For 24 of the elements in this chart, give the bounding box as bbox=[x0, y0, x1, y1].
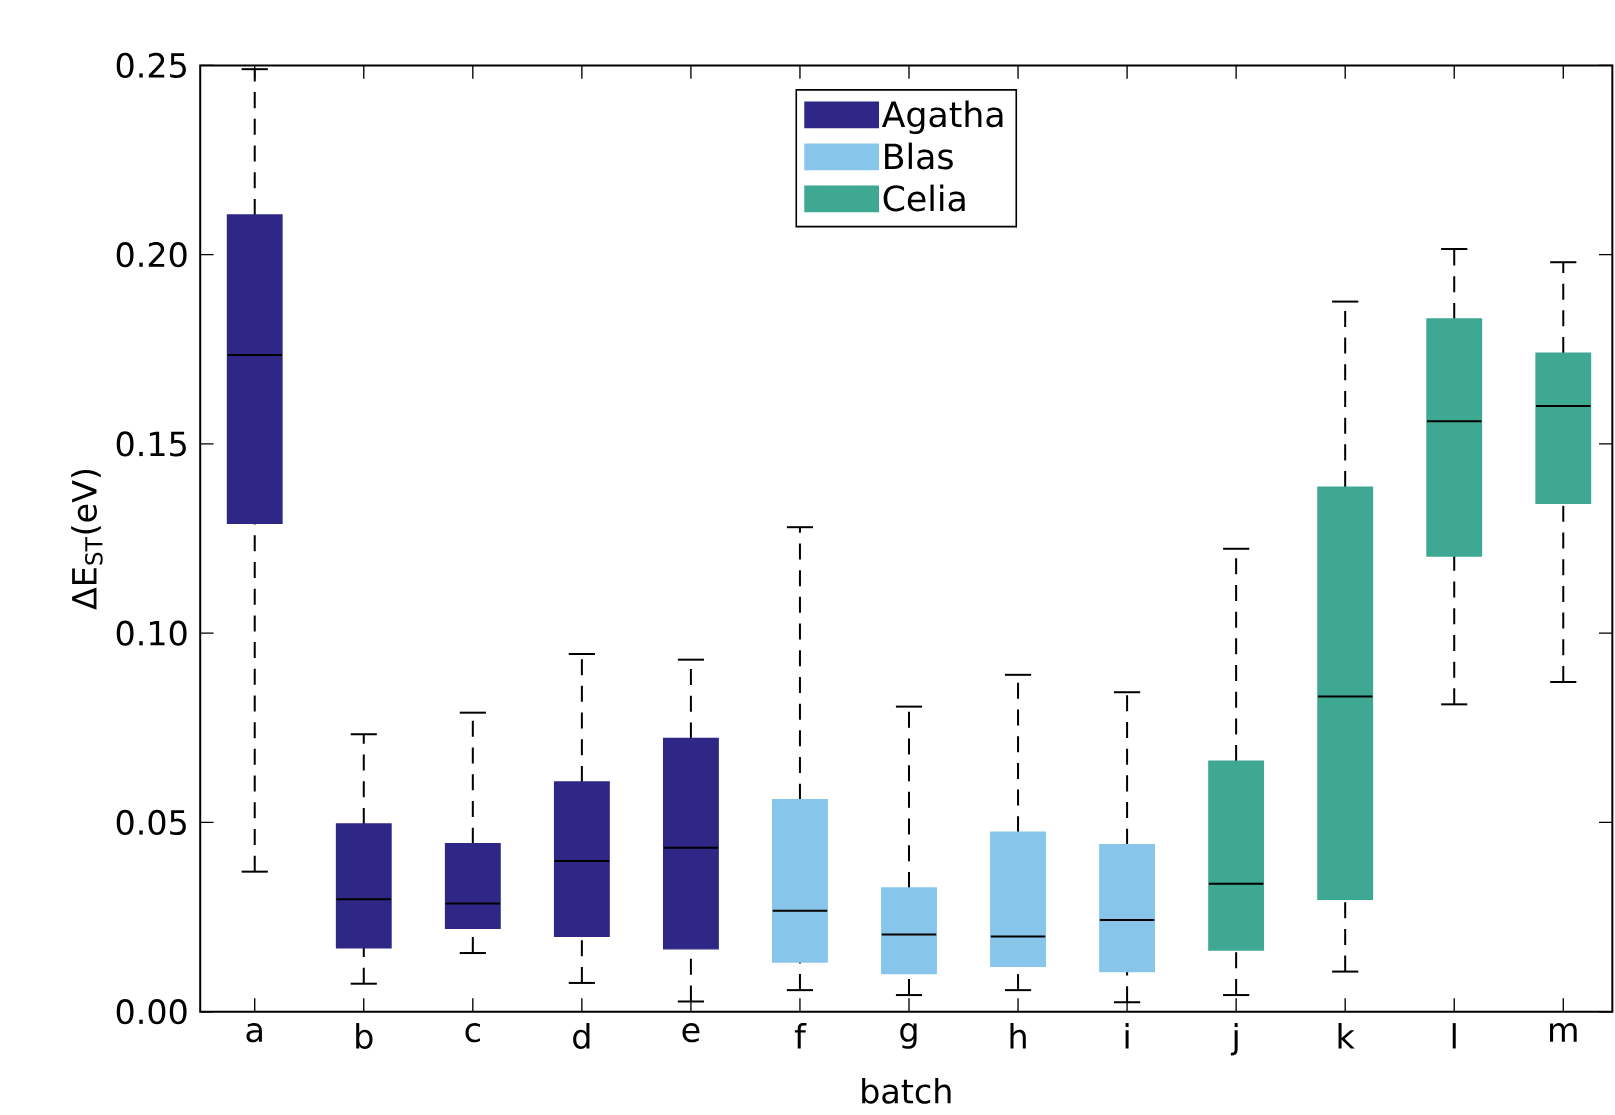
y-tick-label: 0.20 bbox=[116, 242, 187, 268]
legend-label: Blas bbox=[885, 142, 953, 170]
x-tick-label: h bbox=[1010, 1023, 1026, 1049]
x-tick-label: f bbox=[794, 1023, 807, 1049]
x-tick-label: k bbox=[1338, 1023, 1355, 1049]
x-tick-label: j bbox=[1230, 1023, 1238, 1056]
x-tick-label: a bbox=[246, 1023, 262, 1043]
x-tick-label: i bbox=[1125, 1023, 1129, 1049]
x-tick-label: e bbox=[682, 1023, 700, 1043]
x-tick-label: l bbox=[1452, 1023, 1456, 1049]
y-tick-label: 0.25 bbox=[116, 52, 186, 79]
y-axis-title: ΔE$_{ST}$(eV) bbox=[71, 469, 103, 610]
x-tick-label: c bbox=[465, 1023, 480, 1043]
x-tick-label: d bbox=[573, 1023, 590, 1050]
y-tick-label: 0.00 bbox=[116, 999, 187, 1025]
legend-label: Celia bbox=[883, 184, 965, 212]
x-tick-label: g bbox=[900, 1023, 917, 1049]
y-tick-label: 0.10 bbox=[116, 620, 187, 646]
legend-label: Agatha bbox=[881, 100, 1003, 135]
x-axis-title: batch bbox=[862, 1077, 951, 1104]
y-tick-label: 0.15 bbox=[116, 431, 186, 457]
y-tick-label: 0.05 bbox=[116, 809, 186, 836]
x-tick-label: m bbox=[1550, 1023, 1577, 1042]
x-tick-label: b bbox=[356, 1023, 373, 1050]
